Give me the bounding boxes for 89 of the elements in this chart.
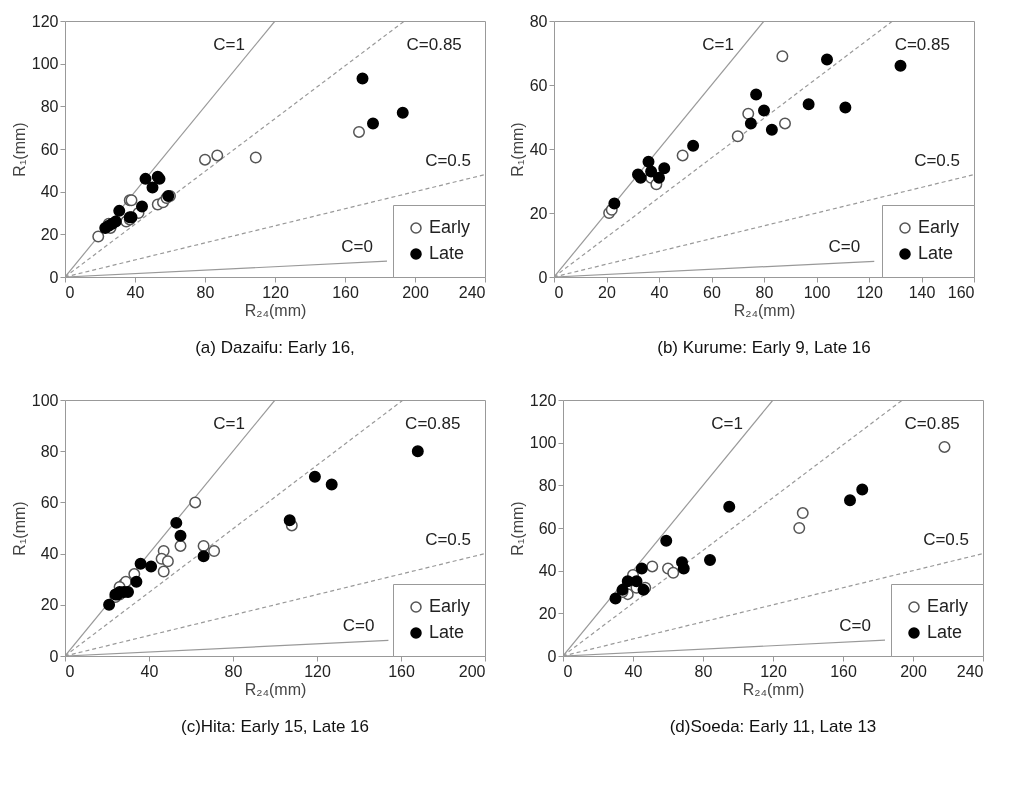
annotation: C=1 xyxy=(213,414,245,433)
x-tick-label: 140 xyxy=(908,283,936,301)
x-tick-label: 120 xyxy=(760,662,787,680)
x-tick-label: 80 xyxy=(196,283,215,301)
y-tick-label: 40 xyxy=(40,183,59,201)
legend-label: Late xyxy=(429,243,465,263)
y-tick-label: 40 xyxy=(529,140,548,158)
x-tick-label: 40 xyxy=(650,283,669,301)
y-tick-label: 80 xyxy=(40,97,59,115)
text: (a) Dazaifu: Early 16, xyxy=(195,338,355,357)
y-tick-label: 20 xyxy=(529,204,548,222)
annotation: C=1 xyxy=(711,414,743,433)
annotation: C=0 xyxy=(342,616,375,636)
annotation: C=0 xyxy=(828,237,861,257)
x-tick-label: 120 xyxy=(262,283,289,301)
x-tick-label: 0 xyxy=(65,283,75,301)
y-tick-label: 100 xyxy=(31,55,59,73)
y-axis-title: R₁(mm) xyxy=(10,122,28,177)
x-tick-label: 40 xyxy=(624,662,643,680)
legend-label: Late xyxy=(918,243,954,263)
text: (b) Kurume: Early 9, Late 16 xyxy=(657,338,871,357)
x-tick-label: 40 xyxy=(126,283,145,301)
annotation: C=0 xyxy=(341,237,373,257)
y-tick-label: 60 xyxy=(529,76,548,94)
legend-label: Early xyxy=(429,596,471,616)
y-tick-label: 40 xyxy=(538,562,557,580)
x-tick-label: 80 xyxy=(224,662,243,680)
y-axis-title: R₁(mm) xyxy=(508,501,526,556)
y-tick-label: 120 xyxy=(31,12,59,30)
annotation: C=0.5 xyxy=(914,150,960,170)
x-tick-label: 80 xyxy=(694,662,713,680)
x-tick-label: 200 xyxy=(402,283,429,301)
x-tick-label: 20 xyxy=(598,283,616,301)
x-axis-title: R₂₄(mm) xyxy=(244,301,307,319)
y-tick-label: 20 xyxy=(40,596,59,614)
legend-label: Early xyxy=(918,217,960,237)
annotation: C=0.5 xyxy=(425,529,471,549)
text: (c)Hita: Early 15, Late 16 xyxy=(180,717,370,736)
y-tick-label: 80 xyxy=(538,476,557,494)
x-tick-label: 80 xyxy=(755,283,774,301)
x-tick-label: 0 xyxy=(65,662,75,680)
y-tick-label: 40 xyxy=(40,545,59,563)
x-axis-title: R₂₄(mm) xyxy=(244,680,307,698)
x-axis-title: R₂₄(mm) xyxy=(742,680,805,698)
x-tick-label: 100 xyxy=(803,283,831,301)
y-tick-label: 0 xyxy=(49,268,59,286)
x-tick-label: 120 xyxy=(856,283,883,301)
x-tick-label: 200 xyxy=(900,662,927,680)
x-tick-label: 200 xyxy=(458,662,486,680)
y-tick-label: 60 xyxy=(40,493,59,511)
x-tick-label: 160 xyxy=(830,662,857,680)
x-tick-label: 160 xyxy=(388,662,415,680)
y-tick-label: 100 xyxy=(31,391,59,409)
legend-label: Early xyxy=(429,217,471,237)
y-tick-label: 60 xyxy=(40,140,59,158)
y-tick-label: 0 xyxy=(538,268,548,286)
annotation: C=0.5 xyxy=(425,150,471,170)
annotation: C=0.85 xyxy=(405,414,461,433)
y-tick-label: 80 xyxy=(40,442,59,460)
y-axis-title: R₁(mm) xyxy=(508,122,526,177)
y-axis-title: R₁(mm) xyxy=(10,501,28,556)
x-tick-label: 240 xyxy=(458,283,486,301)
x-tick-label: 160 xyxy=(332,283,359,301)
x-axis-title: R₂₄(mm) xyxy=(733,301,796,319)
legend-label: Late xyxy=(429,622,465,642)
y-tick-label: 60 xyxy=(538,519,557,537)
annotation: C=0.85 xyxy=(894,35,950,54)
y-tick-label: 80 xyxy=(529,12,548,30)
x-tick-label: 160 xyxy=(947,283,975,301)
annotation: C=0.85 xyxy=(904,414,960,433)
x-tick-label: 0 xyxy=(563,662,573,680)
y-tick-label: 20 xyxy=(40,225,59,243)
y-tick-label: 0 xyxy=(547,647,557,665)
y-tick-label: 120 xyxy=(529,391,557,409)
x-tick-label: 40 xyxy=(140,662,159,680)
annotation: C=1 xyxy=(213,35,245,54)
y-tick-label: 20 xyxy=(538,604,557,622)
y-tick-label: 0 xyxy=(49,647,59,665)
legend-label: Early xyxy=(927,596,969,616)
x-tick-label: 240 xyxy=(956,662,984,680)
text: (d)Soeda: Early 11, Late 13 xyxy=(669,717,877,736)
x-tick-label: 120 xyxy=(304,662,331,680)
x-tick-label: 60 xyxy=(703,283,721,301)
annotation: C=1 xyxy=(702,35,734,54)
annotation: C=0.85 xyxy=(406,35,462,54)
annotation: C=0 xyxy=(839,616,871,636)
legend-label: Late xyxy=(927,622,963,642)
annotation: C=0.5 xyxy=(923,529,969,549)
y-tick-label: 100 xyxy=(529,434,557,452)
